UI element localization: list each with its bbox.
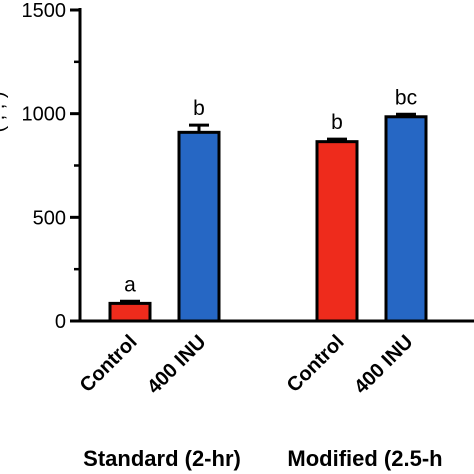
significance-label-3: bc (395, 86, 417, 109)
category-label-3: 400 INU (350, 331, 417, 398)
significance-label-2: b (331, 111, 343, 134)
significance-label-0: a (124, 273, 136, 296)
group-label-1: Modified (2.5-h (287, 446, 442, 471)
y-tick-label: 1000 (22, 104, 67, 126)
y-tick-label: 0 (55, 311, 66, 333)
category-label-1: 400 INU (143, 331, 210, 398)
bar-2 (315, 140, 359, 323)
y-tick-label: 500 (33, 207, 66, 229)
bar-1 (177, 130, 221, 323)
category-label-2: Control (283, 331, 349, 397)
category-label-0: Control (76, 331, 142, 397)
y-tick-label: 1500 (22, 0, 67, 22)
y-axis-label-fragment: ( , , ) (0, 91, 9, 132)
bars-layer (108, 112, 428, 323)
bar-0 (108, 301, 152, 323)
bar-3 (384, 115, 428, 323)
group-label-0: Standard (2-hr) (83, 446, 241, 471)
significance-label-1: b (193, 97, 205, 120)
